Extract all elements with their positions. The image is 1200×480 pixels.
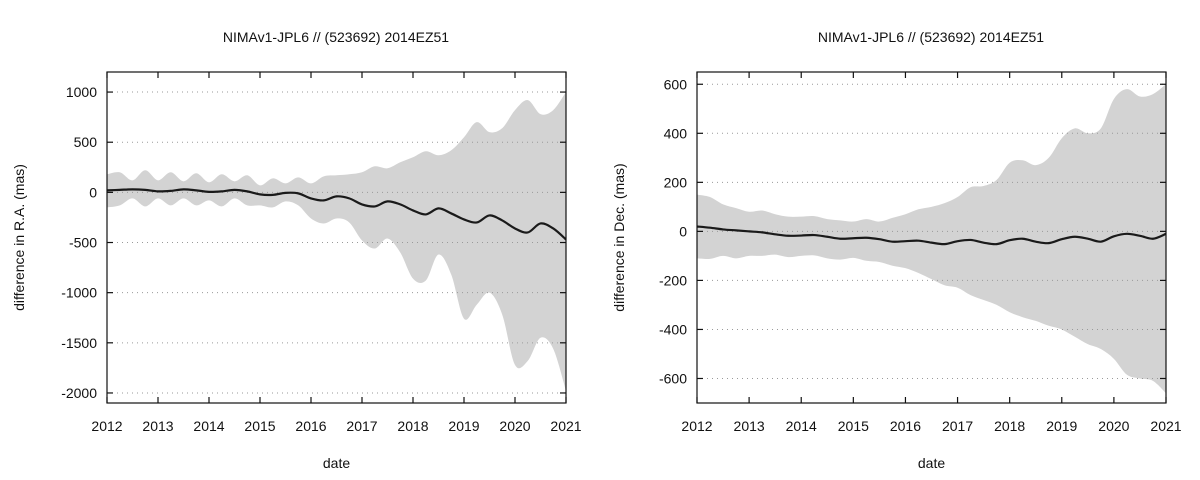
y-tick-label: 0 [679,223,687,239]
series-line-difference [697,225,1166,246]
x-tick-label: 2013 [734,418,765,434]
chart-2: NIMAv1-JPL6 // (523692) 2014EZ51 -600 -400… [611,29,1182,471]
x-tick-label: 2018 [397,418,428,434]
x-tick-label: 2012 [91,418,122,434]
x-tick-label: 2013 [142,418,173,434]
y-tick-label: -1000 [61,285,97,301]
y-tick-label: -600 [659,370,687,386]
x-tick-label: 2019 [448,418,479,434]
y-tick-label: -2000 [61,385,97,401]
chart-title: NIMAv1-JPL6 // (523692) 2014EZ51 [818,29,1044,45]
x-tick-label: 2020 [499,418,530,434]
x-tick-label: 2017 [942,418,973,434]
x-tick-label: 2018 [994,418,1025,434]
y-tick-label: 200 [664,174,688,190]
x-tick-label: 2012 [681,418,712,434]
series-line-difference [107,188,566,241]
x-tick-label: 2019 [1046,418,1077,434]
y-tick-label: -200 [659,272,687,288]
x-tick-label: 2017 [346,418,377,434]
x-tick-label: 2021 [1150,418,1181,434]
x-tick-label: 2016 [295,418,326,434]
x-tick-label: 2016 [890,418,921,434]
x-tick-label: 2014 [786,418,817,434]
chart-1: NIMAv1-JPL6 // (523692) 2014EZ51 -2000 -15… [11,29,582,471]
y-axis-label: difference in R.A. (mas) [11,164,27,311]
x-tick-label: 2014 [193,418,224,434]
chart-title: NIMAv1-JPL6 // (523692) 2014EZ51 [223,29,449,45]
plot-frame [106,71,567,404]
y-tick-label: 400 [664,125,688,141]
y-tick-label: -500 [69,235,97,251]
y-axis-label: difference in Dec. (mas) [611,163,627,311]
x-axis-label: date [918,455,945,471]
uncertainty-band [697,84,1166,394]
y-tick-label: -400 [659,321,687,337]
y-tick-label: 500 [74,134,98,150]
plot-frame [696,71,1167,404]
x-tick-label: 2015 [244,418,275,434]
y-tick-label: -1500 [61,335,97,351]
x-tick-label: 2021 [550,418,581,434]
y-tick-label: 0 [89,184,97,200]
x-axis-label: date [323,455,350,471]
x-tick-label: 2020 [1098,418,1129,434]
x-tick-label: 2015 [838,418,869,434]
uncertainty-band [107,92,566,391]
y-tick-label: 600 [664,76,688,92]
y-tick-label: 1000 [66,84,97,100]
